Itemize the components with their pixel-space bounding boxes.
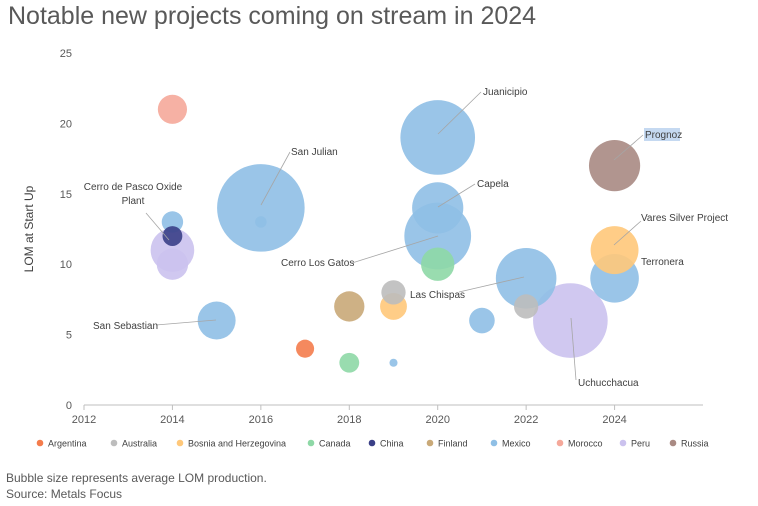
bubble-china xyxy=(162,226,183,246)
bubble-mexico xyxy=(161,211,184,233)
bubble-australia xyxy=(513,294,539,319)
legend-label-russia: Russia xyxy=(681,439,709,449)
legend-marker-bosnia-and-herzegovina xyxy=(176,439,184,447)
annotation-cerro-los-gatos-label: Cerro Los Gatos xyxy=(281,258,354,269)
bubble-peru xyxy=(156,248,189,280)
annotation-uchucchacua-leader xyxy=(570,317,577,381)
bubble-mexico-las-chispas xyxy=(495,247,557,309)
annotation-uchucchacua-label: Uchucchacua xyxy=(578,378,639,389)
bubble-finland xyxy=(334,291,365,322)
y-tick-label: 0 xyxy=(66,400,72,412)
y-tick-label: 20 xyxy=(60,118,72,130)
annotation-las-chispas-leader xyxy=(458,276,525,293)
annotation-cerro-los-gatos-leader xyxy=(351,235,439,264)
x-tick-label: 2014 xyxy=(160,414,184,426)
annotation-las-chispas-label: Las Chispas xyxy=(410,290,465,301)
annotation-vares-silver-project-leader xyxy=(613,220,642,246)
legend-marker-canada xyxy=(307,439,315,447)
annotation-capela-leader xyxy=(437,183,476,208)
legend-marker-finland xyxy=(426,439,434,447)
annotation-cerro-de-pasco-oxide-plant-label: Plant xyxy=(122,196,145,207)
legend-marker-russia xyxy=(669,439,677,447)
y-tick-label: 15 xyxy=(60,189,72,201)
bubble-peru-uchucchacua xyxy=(533,283,608,358)
bubble-australia xyxy=(381,280,406,305)
annotation-cerro-de-pasco-oxide-plant-leader xyxy=(145,212,170,241)
legend-marker-china xyxy=(368,439,376,447)
annotation-capela-label: Capela xyxy=(477,179,509,190)
chart-footer: Bubble size represents average LOM produ… xyxy=(6,470,267,502)
bubble-chart: 2012 2014 2016 2018 2020 2022 2024 0 5 10 15 20 25 LO… xyxy=(22,48,728,449)
axes: 2012 2014 2016 2018 2020 2022 2024 0 5 10 15 20 25 LO… xyxy=(22,48,703,426)
y-tick-label: 10 xyxy=(60,259,72,271)
annotation-layer: San Julian Juanicipio Capela Cerro Los Gato… xyxy=(84,87,728,389)
legend: Argentina Australia Bosnia and Herzegovina… xyxy=(36,439,709,449)
bubble-morocco xyxy=(157,94,188,124)
x-tick-label: 2020 xyxy=(425,414,449,426)
y-tick-label: 25 xyxy=(60,48,72,60)
legend-marker-argentina xyxy=(36,439,44,447)
bubble-mexico xyxy=(469,307,495,334)
x-tick-label: 2022 xyxy=(514,414,538,426)
legend-label-mexico: Mexico xyxy=(502,439,531,449)
legend-label-china: China xyxy=(380,439,404,449)
bubble-russia-prognoz xyxy=(588,140,641,192)
annotation-juanicipio-leader xyxy=(437,91,482,135)
legend-marker-morocco xyxy=(556,439,564,447)
legend-label-morocco: Morocco xyxy=(568,439,603,449)
annotation-prognoz-label: Prognoz xyxy=(645,130,682,141)
x-tick-label: 2016 xyxy=(249,414,273,426)
y-axis-title: LOM at Start Up xyxy=(22,185,36,272)
annotation-juanicipio-label: Juanicipio xyxy=(483,87,528,98)
annotation-prognoz-highlight xyxy=(644,128,680,141)
annotation-san-julian-leader xyxy=(260,151,291,206)
bubble-mexico xyxy=(389,358,398,367)
y-tick-label: 5 xyxy=(66,330,72,342)
legend-label-argentina: Argentina xyxy=(48,439,87,449)
bubble-mexico-juanicipio xyxy=(400,100,476,175)
bubble-size-note: Bubble size represents average LOM produ… xyxy=(6,471,267,485)
annotation-san-sebastian-leader xyxy=(155,319,217,326)
annotation-terronera-label: Terronera xyxy=(641,257,684,268)
bubble-canada xyxy=(421,247,455,281)
annotation-san-julian-label: San Julian xyxy=(291,147,338,158)
legend-label-finland: Finland xyxy=(438,439,468,449)
legend-label-canada: Canada xyxy=(319,439,351,449)
x-tick-label: 2018 xyxy=(337,414,361,426)
bubble-mexico xyxy=(197,301,236,340)
legend-label-peru: Peru xyxy=(631,439,650,449)
source-note: Source: Metals Focus xyxy=(6,487,123,501)
bubble-argentina xyxy=(296,339,315,358)
legend-marker-peru xyxy=(619,439,627,447)
legend-label-bosnia-and-herzegovina: Bosnia and Herzegovina xyxy=(188,439,286,449)
annotation-cerro-de-pasco-oxide-plant-label: Cerro de Pasco Oxide xyxy=(84,182,183,193)
bubble-mexico-san-julian xyxy=(217,164,305,252)
bubble-canada xyxy=(339,352,360,373)
annotation-vares-silver-project-label: Vares Silver Project xyxy=(641,213,728,224)
annotation-prognoz-leader xyxy=(613,134,644,161)
x-tick-label: 2012 xyxy=(72,414,96,426)
bubble-mexico-capela xyxy=(412,182,464,234)
bubble-bosnia-and-herzegovina xyxy=(590,226,639,275)
legend-label-australia: Australia xyxy=(122,439,157,449)
bubble-mexico xyxy=(255,216,267,228)
x-tick-label: 2024 xyxy=(602,414,626,426)
legend-marker-australia xyxy=(110,439,118,447)
legend-marker-mexico xyxy=(490,439,498,447)
bubble-layer xyxy=(150,94,641,373)
chart-title: Notable new projects coming on stream in… xyxy=(8,2,537,30)
annotation-san-sebastian-label: San Sebastian xyxy=(93,321,158,332)
